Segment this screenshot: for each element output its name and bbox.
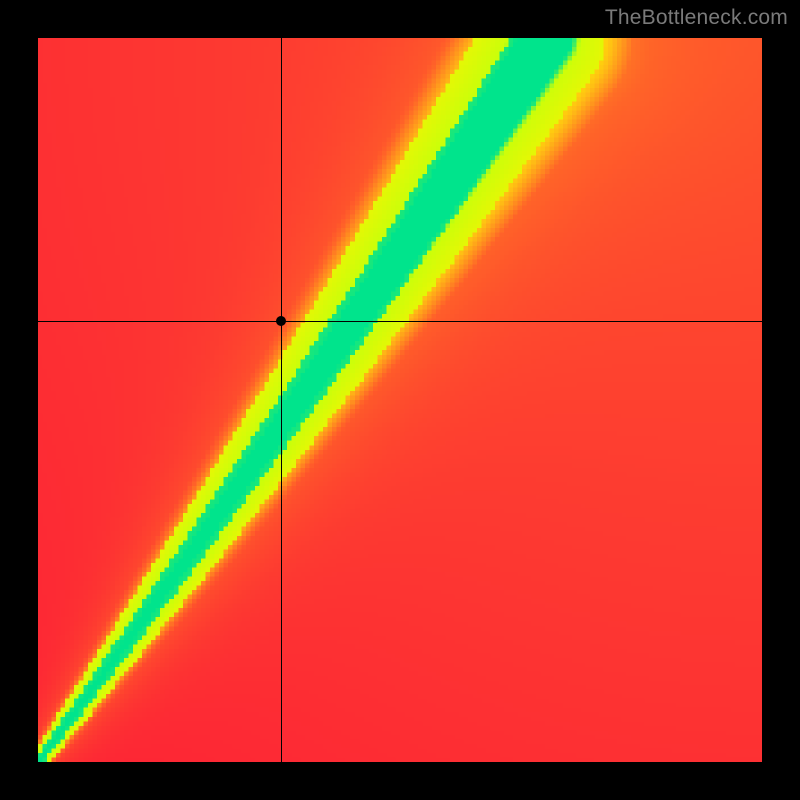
plot-area	[38, 38, 762, 762]
crosshair-vertical	[281, 38, 282, 762]
heatmap-canvas	[38, 38, 762, 762]
crosshair-horizontal	[38, 321, 762, 322]
chart-container: TheBottleneck.com	[0, 0, 800, 800]
watermark-text: TheBottleneck.com	[605, 6, 788, 30]
